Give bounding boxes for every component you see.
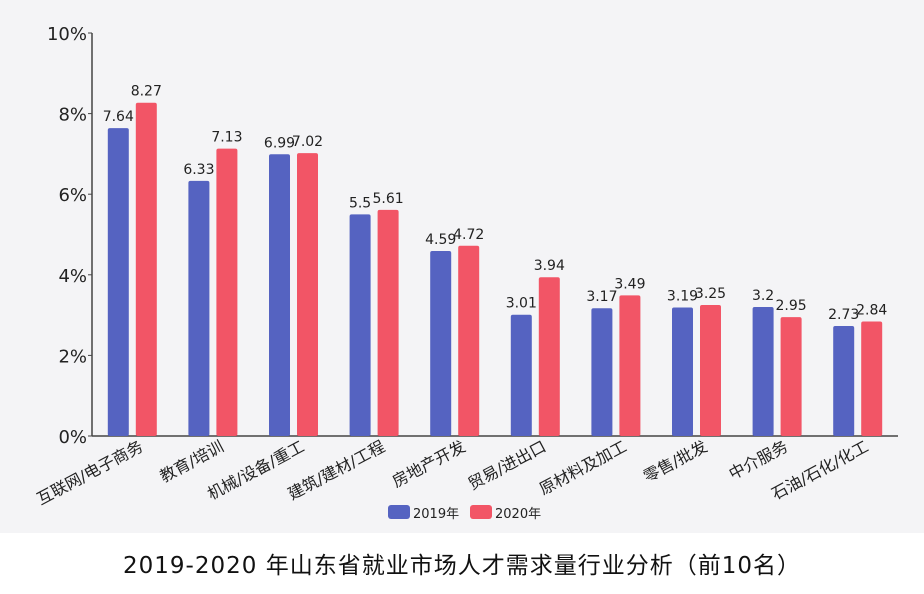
bar-2019 (349, 214, 371, 436)
data-label: 2.95 (776, 298, 807, 314)
y-tick-label: 2% (58, 346, 87, 367)
data-label: 7.64 (103, 109, 134, 125)
bar-2020 (377, 209, 399, 436)
x-tick-label: 中介服务 (726, 437, 791, 484)
bar-2019 (510, 314, 532, 436)
data-label: 3.19 (667, 288, 698, 304)
bar-2019 (752, 307, 774, 436)
data-label: 6.33 (183, 162, 214, 178)
bar-2020 (216, 148, 238, 436)
bar-2019 (591, 308, 613, 436)
data-label: 3.01 (506, 296, 537, 312)
y-tick-label: 10% (47, 24, 87, 45)
y-tick-label: 6% (58, 185, 87, 206)
bar-2019 (269, 154, 290, 437)
x-tick-label: 原材料及加工 (536, 437, 630, 499)
data-label: 8.27 (131, 84, 162, 100)
data-label: 7.13 (211, 130, 242, 146)
bar-2019 (672, 307, 693, 436)
bar-2020 (861, 321, 883, 436)
data-label: 3.2 (752, 288, 774, 304)
data-label: 7.02 (292, 134, 323, 150)
data-label: 3.17 (586, 289, 617, 305)
chart-title: 2019-2020 年山东省就业市场人才需求量行业分析（前10名） (123, 553, 801, 579)
y-tick-label: 0% (58, 427, 87, 448)
data-label: 3.25 (695, 286, 726, 302)
legend-label: 2020年 (495, 507, 541, 522)
data-label: 5.61 (373, 191, 404, 207)
bar-2020 (297, 153, 318, 436)
data-label: 4.72 (453, 227, 484, 243)
data-label: 2.73 (828, 307, 859, 323)
bar-2020 (780, 317, 802, 436)
y-tick-label: 4% (58, 266, 87, 287)
bar-chart: 0% 2% 4% 6% 8% 10% 7.64 8.27 互联网/电子商务 6.33 7.13 教育/… (34, 24, 898, 522)
x-tick-label: 互联网/电子商务 (34, 437, 147, 509)
bar-2020 (700, 305, 721, 436)
data-label: 6.99 (264, 135, 295, 151)
bar-2019 (430, 251, 452, 436)
bar-2019 (107, 128, 129, 436)
legend-swatch (388, 505, 410, 519)
bar-2020 (538, 277, 560, 436)
x-tick-label: 教育/培训 (157, 437, 227, 486)
legend-swatch (470, 505, 492, 519)
data-label: 5.5 (349, 195, 371, 211)
x-tick-label: 贸易/进出口 (465, 437, 549, 494)
legend-label: 2019年 (413, 507, 459, 522)
bar-2020 (619, 295, 641, 436)
bar-2020 (458, 245, 480, 436)
bar-2019 (833, 325, 855, 436)
bar-2019 (188, 180, 210, 436)
data-label: 3.94 (534, 258, 565, 274)
data-label: 4.59 (425, 232, 456, 248)
x-tick-label: 房地产开发 (389, 437, 469, 491)
bar-2020 (135, 102, 157, 437)
x-tick-label: 零售/批发 (640, 437, 710, 486)
data-label: 3.49 (614, 276, 645, 292)
data-label: 2.84 (856, 303, 887, 319)
y-tick-label: 8% (58, 105, 87, 126)
